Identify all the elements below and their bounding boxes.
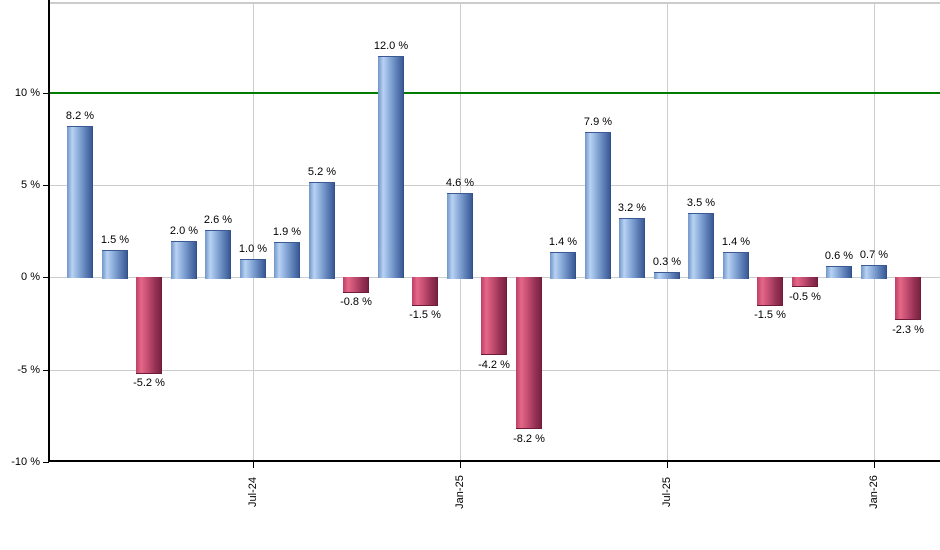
y-tick	[43, 93, 49, 94]
bar-24[interactable]	[861, 265, 887, 279]
bar-14[interactable]	[516, 277, 542, 429]
x-axis-label-text: Jan-26	[868, 475, 880, 509]
bar-19[interactable]	[688, 213, 714, 279]
bar-value-label: -0.5 %	[789, 291, 821, 303]
x-axis-label-text: Jan-25	[454, 475, 466, 509]
x-axis-line	[48, 460, 940, 462]
gridline-v-Jul-25	[667, 2, 668, 462]
y-tick	[43, 277, 49, 278]
bar-value-label: 4.6 %	[445, 177, 475, 189]
bar-value-label: 2.6 %	[203, 214, 233, 226]
bar-value-label: -4.2 %	[478, 359, 510, 371]
bar-7[interactable]	[274, 242, 300, 278]
y-axis-line	[48, 0, 50, 462]
y-axis-label-text: -10 %	[11, 456, 40, 468]
x-tick-Jan-25	[460, 462, 461, 468]
bar-value-label: -1.5 %	[754, 309, 786, 321]
bar-12[interactable]	[447, 193, 473, 279]
bar-6[interactable]	[240, 259, 266, 278]
x-axis-label-text: Jul-24	[247, 477, 259, 507]
threshold-line-10pct	[50, 92, 940, 94]
bar-8[interactable]	[309, 182, 335, 279]
bar-25[interactable]	[895, 277, 921, 320]
bar-1[interactable]	[67, 126, 93, 278]
bar-value-label: 3.5 %	[686, 197, 716, 209]
bar-20[interactable]	[723, 252, 749, 279]
y-axis-label-text: 10 %	[14, 87, 40, 99]
bar-value-label: 5.2 %	[307, 166, 337, 178]
bar-13[interactable]	[481, 277, 507, 355]
bar-value-label: 1.9 %	[272, 226, 302, 238]
bar-15[interactable]	[550, 252, 576, 279]
bar-value-label: -5.2 %	[133, 377, 165, 389]
y-tick	[43, 370, 49, 371]
bar-23[interactable]	[826, 266, 852, 278]
bar-21[interactable]	[757, 277, 783, 306]
bar-16[interactable]	[585, 132, 611, 279]
bar-11[interactable]	[412, 277, 438, 306]
bar-value-label: 1.5 %	[100, 234, 130, 246]
gridline-v-Jul-24	[253, 2, 254, 462]
bar-value-label: -1.5 %	[409, 309, 441, 321]
bar-value-label: 12.0 %	[373, 40, 409, 52]
bar-value-label: 0.3 %	[652, 256, 682, 268]
bar-value-label: -8.2 %	[513, 433, 545, 445]
plot-top-border	[50, 2, 940, 4]
bar-17[interactable]	[619, 218, 645, 278]
y-tick	[43, 462, 49, 463]
plot-area: 8.2 % 1.5 % -5.2 % 2.0 % 2.6 % 1.0 % 1.9 % 5.2 …	[50, 2, 940, 462]
y-axis-label-text: -5 %	[17, 364, 40, 376]
gridline-v-Jan-26	[874, 2, 875, 462]
y-tick	[43, 185, 49, 186]
gridline-h-5	[50, 185, 940, 186]
bar-value-label: -0.8 %	[340, 296, 372, 308]
bar-value-label: 0.7 %	[859, 249, 889, 261]
bar-3[interactable]	[136, 277, 162, 374]
gridline-h--5	[50, 370, 940, 371]
bar-4[interactable]	[171, 241, 197, 279]
bar-5[interactable]	[205, 230, 231, 279]
bar-value-label: 1.0 %	[238, 243, 268, 255]
bar-value-label: 7.9 %	[583, 116, 613, 128]
bar-2[interactable]	[102, 250, 128, 279]
x-tick-Jul-25	[667, 462, 668, 468]
x-tick-Jan-26	[874, 462, 875, 468]
y-axis-label-text: 0 %	[21, 271, 40, 283]
x-axis-label-text: Jul-25	[661, 477, 673, 507]
bar-18[interactable]	[654, 272, 680, 279]
bar-value-label: 2.0 %	[169, 225, 199, 237]
bar-9[interactable]	[343, 277, 369, 293]
bar-10[interactable]	[378, 56, 404, 278]
bar-value-label: -2.3 %	[892, 324, 924, 336]
bar-22[interactable]	[792, 277, 818, 287]
bar-value-label: 8.2 %	[65, 110, 95, 122]
x-tick-Jul-24	[253, 462, 254, 468]
y-axis-label-text: 5 %	[21, 179, 40, 191]
bar-value-label: 1.4 %	[721, 236, 751, 248]
bar-value-label: 0.6 %	[824, 250, 854, 262]
bar-value-label: 3.2 %	[617, 202, 647, 214]
bar-value-label: 1.4 %	[548, 236, 578, 248]
